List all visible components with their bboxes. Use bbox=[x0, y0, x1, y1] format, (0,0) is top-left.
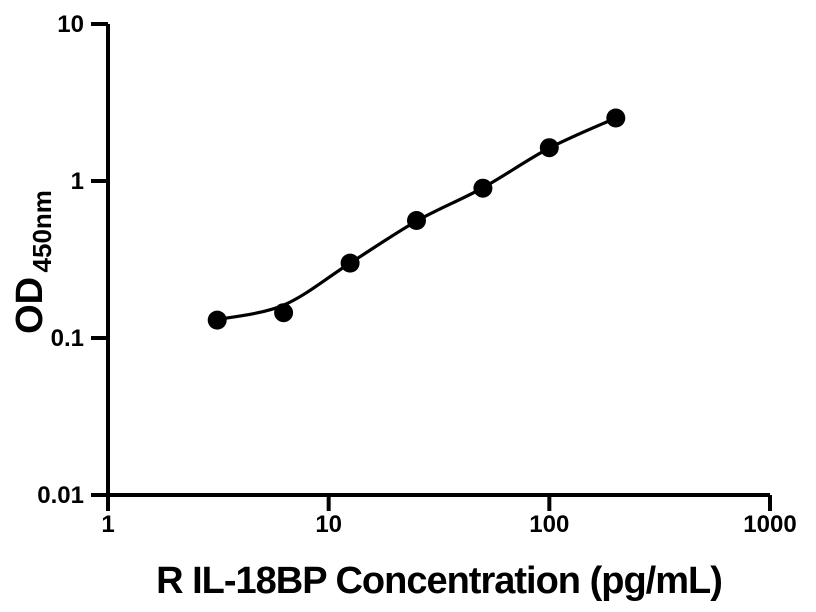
data-points bbox=[207, 108, 626, 330]
x-axis-ticks: 1 10 100 1000 bbox=[101, 495, 797, 538]
data-point bbox=[473, 178, 493, 198]
x-tick-label: 1000 bbox=[743, 511, 796, 538]
x-tick-label: 1 bbox=[101, 511, 114, 538]
x-axis-title: R IL-18BP Concentration (pg/mL) bbox=[156, 560, 722, 602]
y-tick-label: 1 bbox=[71, 168, 84, 195]
data-point bbox=[340, 253, 360, 273]
x-tick-label: 100 bbox=[529, 511, 569, 538]
x-tick-label: 10 bbox=[315, 511, 342, 538]
axes bbox=[106, 24, 770, 497]
data-point bbox=[407, 211, 426, 230]
y-axis-title-subscript: 450nm bbox=[27, 190, 57, 272]
y-axis-title: OD 450nm bbox=[9, 190, 57, 334]
data-point bbox=[207, 310, 227, 330]
y-tick-label: 10 bbox=[57, 11, 84, 38]
y-tick-label: 0.01 bbox=[37, 482, 84, 509]
axis-lines bbox=[106, 24, 770, 497]
data-point bbox=[274, 303, 294, 323]
y-axis-title-main: OD bbox=[9, 277, 51, 334]
data-point bbox=[539, 138, 559, 158]
y-tick-label: 0.1 bbox=[51, 325, 84, 352]
y-axis-ticks: 0.01 0.1 1 10 bbox=[37, 11, 108, 509]
data-point bbox=[606, 108, 626, 128]
